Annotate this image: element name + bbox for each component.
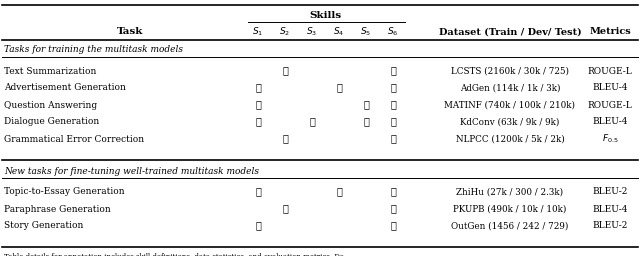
Text: ✓: ✓ <box>309 118 315 126</box>
Text: ✓: ✓ <box>336 187 342 197</box>
Text: $F_{0.5}$: $F_{0.5}$ <box>602 133 618 145</box>
Text: ✓: ✓ <box>282 134 288 144</box>
Text: ✓: ✓ <box>390 83 396 92</box>
Text: ✓: ✓ <box>255 221 261 230</box>
Text: Table details for annotation includes skill definitions, data statistics, and ev: Table details for annotation includes sk… <box>4 252 351 256</box>
Text: Dialogue Generation: Dialogue Generation <box>4 118 99 126</box>
Text: OutGen (1456 / 242 / 729): OutGen (1456 / 242 / 729) <box>451 221 569 230</box>
Text: ✓: ✓ <box>390 67 396 76</box>
Text: Tasks for training the multitask models: Tasks for training the multitask models <box>4 46 183 55</box>
Text: $S_5$: $S_5$ <box>360 26 372 38</box>
Text: Task: Task <box>117 27 143 37</box>
Text: ✓: ✓ <box>255 101 261 110</box>
Text: $S_6$: $S_6$ <box>387 26 399 38</box>
Text: BLEU-4: BLEU-4 <box>592 205 628 214</box>
Text: AdGen (114k / 1k / 3k): AdGen (114k / 1k / 3k) <box>460 83 560 92</box>
Text: ✓: ✓ <box>282 67 288 76</box>
Text: ✓: ✓ <box>390 221 396 230</box>
Text: Grammatical Error Correction: Grammatical Error Correction <box>4 134 144 144</box>
Text: ROUGE-L: ROUGE-L <box>588 67 632 76</box>
Text: New tasks for fine-tuning well-trained multitask models: New tasks for fine-tuning well-trained m… <box>4 166 259 176</box>
Text: ✓: ✓ <box>390 187 396 197</box>
Text: ROUGE-L: ROUGE-L <box>588 101 632 110</box>
Text: LCSTS (2160k / 30k / 725): LCSTS (2160k / 30k / 725) <box>451 67 569 76</box>
Text: MATINF (740k / 100k / 210k): MATINF (740k / 100k / 210k) <box>445 101 575 110</box>
Text: ✓: ✓ <box>390 134 396 144</box>
Text: ✓: ✓ <box>390 101 396 110</box>
Text: NLPCC (1200k / 5k / 2k): NLPCC (1200k / 5k / 2k) <box>456 134 564 144</box>
Text: ✓: ✓ <box>390 118 396 126</box>
Text: PKUPB (490k / 10k / 10k): PKUPB (490k / 10k / 10k) <box>453 205 566 214</box>
Text: BLEU-4: BLEU-4 <box>592 83 628 92</box>
Text: Advertisement Generation: Advertisement Generation <box>4 83 126 92</box>
Text: $S_2$: $S_2$ <box>280 26 291 38</box>
Text: BLEU-2: BLEU-2 <box>592 221 628 230</box>
Text: ✓: ✓ <box>363 101 369 110</box>
Text: Dataset (Train / Dev/ Test): Dataset (Train / Dev/ Test) <box>438 27 581 37</box>
Text: ✓: ✓ <box>255 83 261 92</box>
Text: Text Summarization: Text Summarization <box>4 67 97 76</box>
Text: $S_1$: $S_1$ <box>252 26 264 38</box>
Text: Paraphrase Generation: Paraphrase Generation <box>4 205 111 214</box>
Text: $S_4$: $S_4$ <box>333 26 345 38</box>
Text: ✓: ✓ <box>336 83 342 92</box>
Text: Story Generation: Story Generation <box>4 221 83 230</box>
Text: ZhiHu (27k / 300 / 2.3k): ZhiHu (27k / 300 / 2.3k) <box>456 187 564 197</box>
Text: $S_3$: $S_3$ <box>307 26 317 38</box>
Text: Topic-to-Essay Generation: Topic-to-Essay Generation <box>4 187 125 197</box>
Text: ✓: ✓ <box>363 118 369 126</box>
Text: Question Answering: Question Answering <box>4 101 97 110</box>
Text: ✓: ✓ <box>282 205 288 214</box>
Text: Skills: Skills <box>309 10 342 19</box>
Text: ✓: ✓ <box>255 118 261 126</box>
Text: BLEU-4: BLEU-4 <box>592 118 628 126</box>
Text: ✓: ✓ <box>255 187 261 197</box>
Text: KdConv (63k / 9k / 9k): KdConv (63k / 9k / 9k) <box>460 118 560 126</box>
Text: Metrics: Metrics <box>589 27 631 37</box>
Text: ✓: ✓ <box>390 205 396 214</box>
Text: BLEU-2: BLEU-2 <box>592 187 628 197</box>
